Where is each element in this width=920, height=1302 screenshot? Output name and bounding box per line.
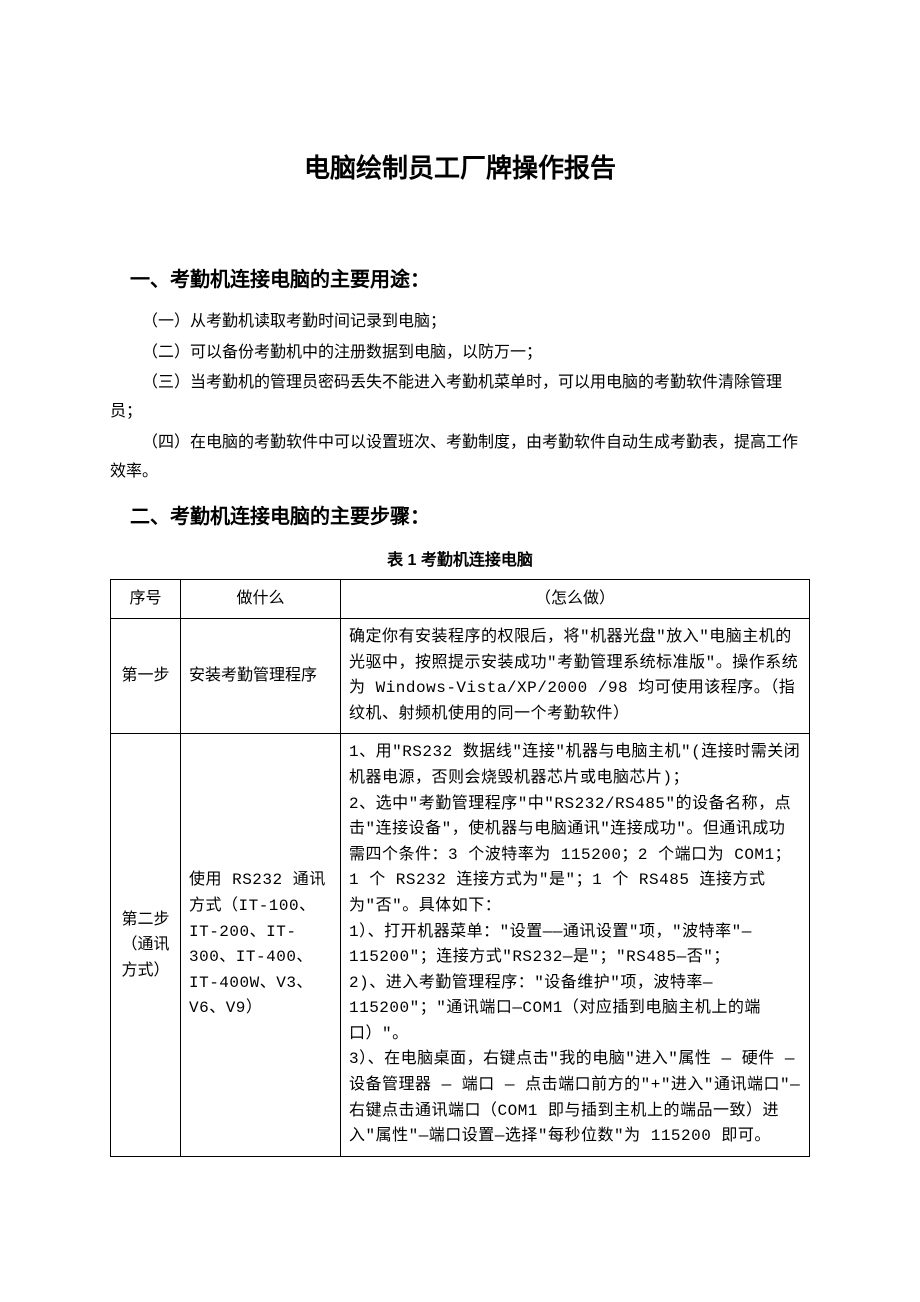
cell-seq: 第一步 bbox=[111, 618, 181, 733]
th-seq: 序号 bbox=[111, 580, 181, 619]
table-header-row: 序号 做什么 （怎么做） bbox=[111, 580, 810, 619]
th-what: 做什么 bbox=[181, 580, 341, 619]
table-row: 第一步 安装考勤管理程序 确定你有安装程序的权限后，将"机器光盘"放入"电脑主机… bbox=[111, 618, 810, 733]
cell-how: 1、用"RS232 数据线"连接"机器与电脑主机"(连接时需关闭机器电源，否则会… bbox=[341, 734, 810, 1157]
cell-how: 确定你有安装程序的权限后，将"机器光盘"放入"电脑主机的光驱中，按照提示安装成功… bbox=[341, 618, 810, 733]
document-title: 电脑绘制员工厂牌操作报告 bbox=[110, 145, 810, 192]
cell-what: 使用 RS232 通讯方式（IT-100、IT-200、IT-300、IT-40… bbox=[181, 734, 341, 1157]
section-1-heading: 一、考勤机连接电脑的主要用途： bbox=[110, 262, 810, 298]
table-1-caption: 表 1 考勤机连接电脑 bbox=[110, 547, 810, 576]
table-row: 第二步（通讯方式） 使用 RS232 通讯方式（IT-100、IT-200、IT… bbox=[111, 734, 810, 1157]
section-1-item-4: （四）在电脑的考勤软件中可以设置班次、考勤制度，由考勤软件自动生成考勤表，提高工… bbox=[110, 429, 810, 487]
cell-seq: 第二步（通讯方式） bbox=[111, 734, 181, 1157]
section-1-item-1: （一）从考勤机读取考勤时间记录到电脑； bbox=[110, 308, 810, 337]
cell-what: 安装考勤管理程序 bbox=[181, 618, 341, 733]
section-1-item-2: （二）可以备份考勤机中的注册数据到电脑，以防万一； bbox=[110, 339, 810, 368]
section-1-item-3: （三）当考勤机的管理员密码丢失不能进入考勤机菜单时，可以用电脑的考勤软件清除管理… bbox=[110, 369, 810, 427]
th-how: （怎么做） bbox=[341, 580, 810, 619]
table-1: 序号 做什么 （怎么做） 第一步 安装考勤管理程序 确定你有安装程序的权限后，将… bbox=[110, 579, 810, 1156]
section-2-heading: 二、考勤机连接电脑的主要步骤： bbox=[110, 499, 810, 535]
